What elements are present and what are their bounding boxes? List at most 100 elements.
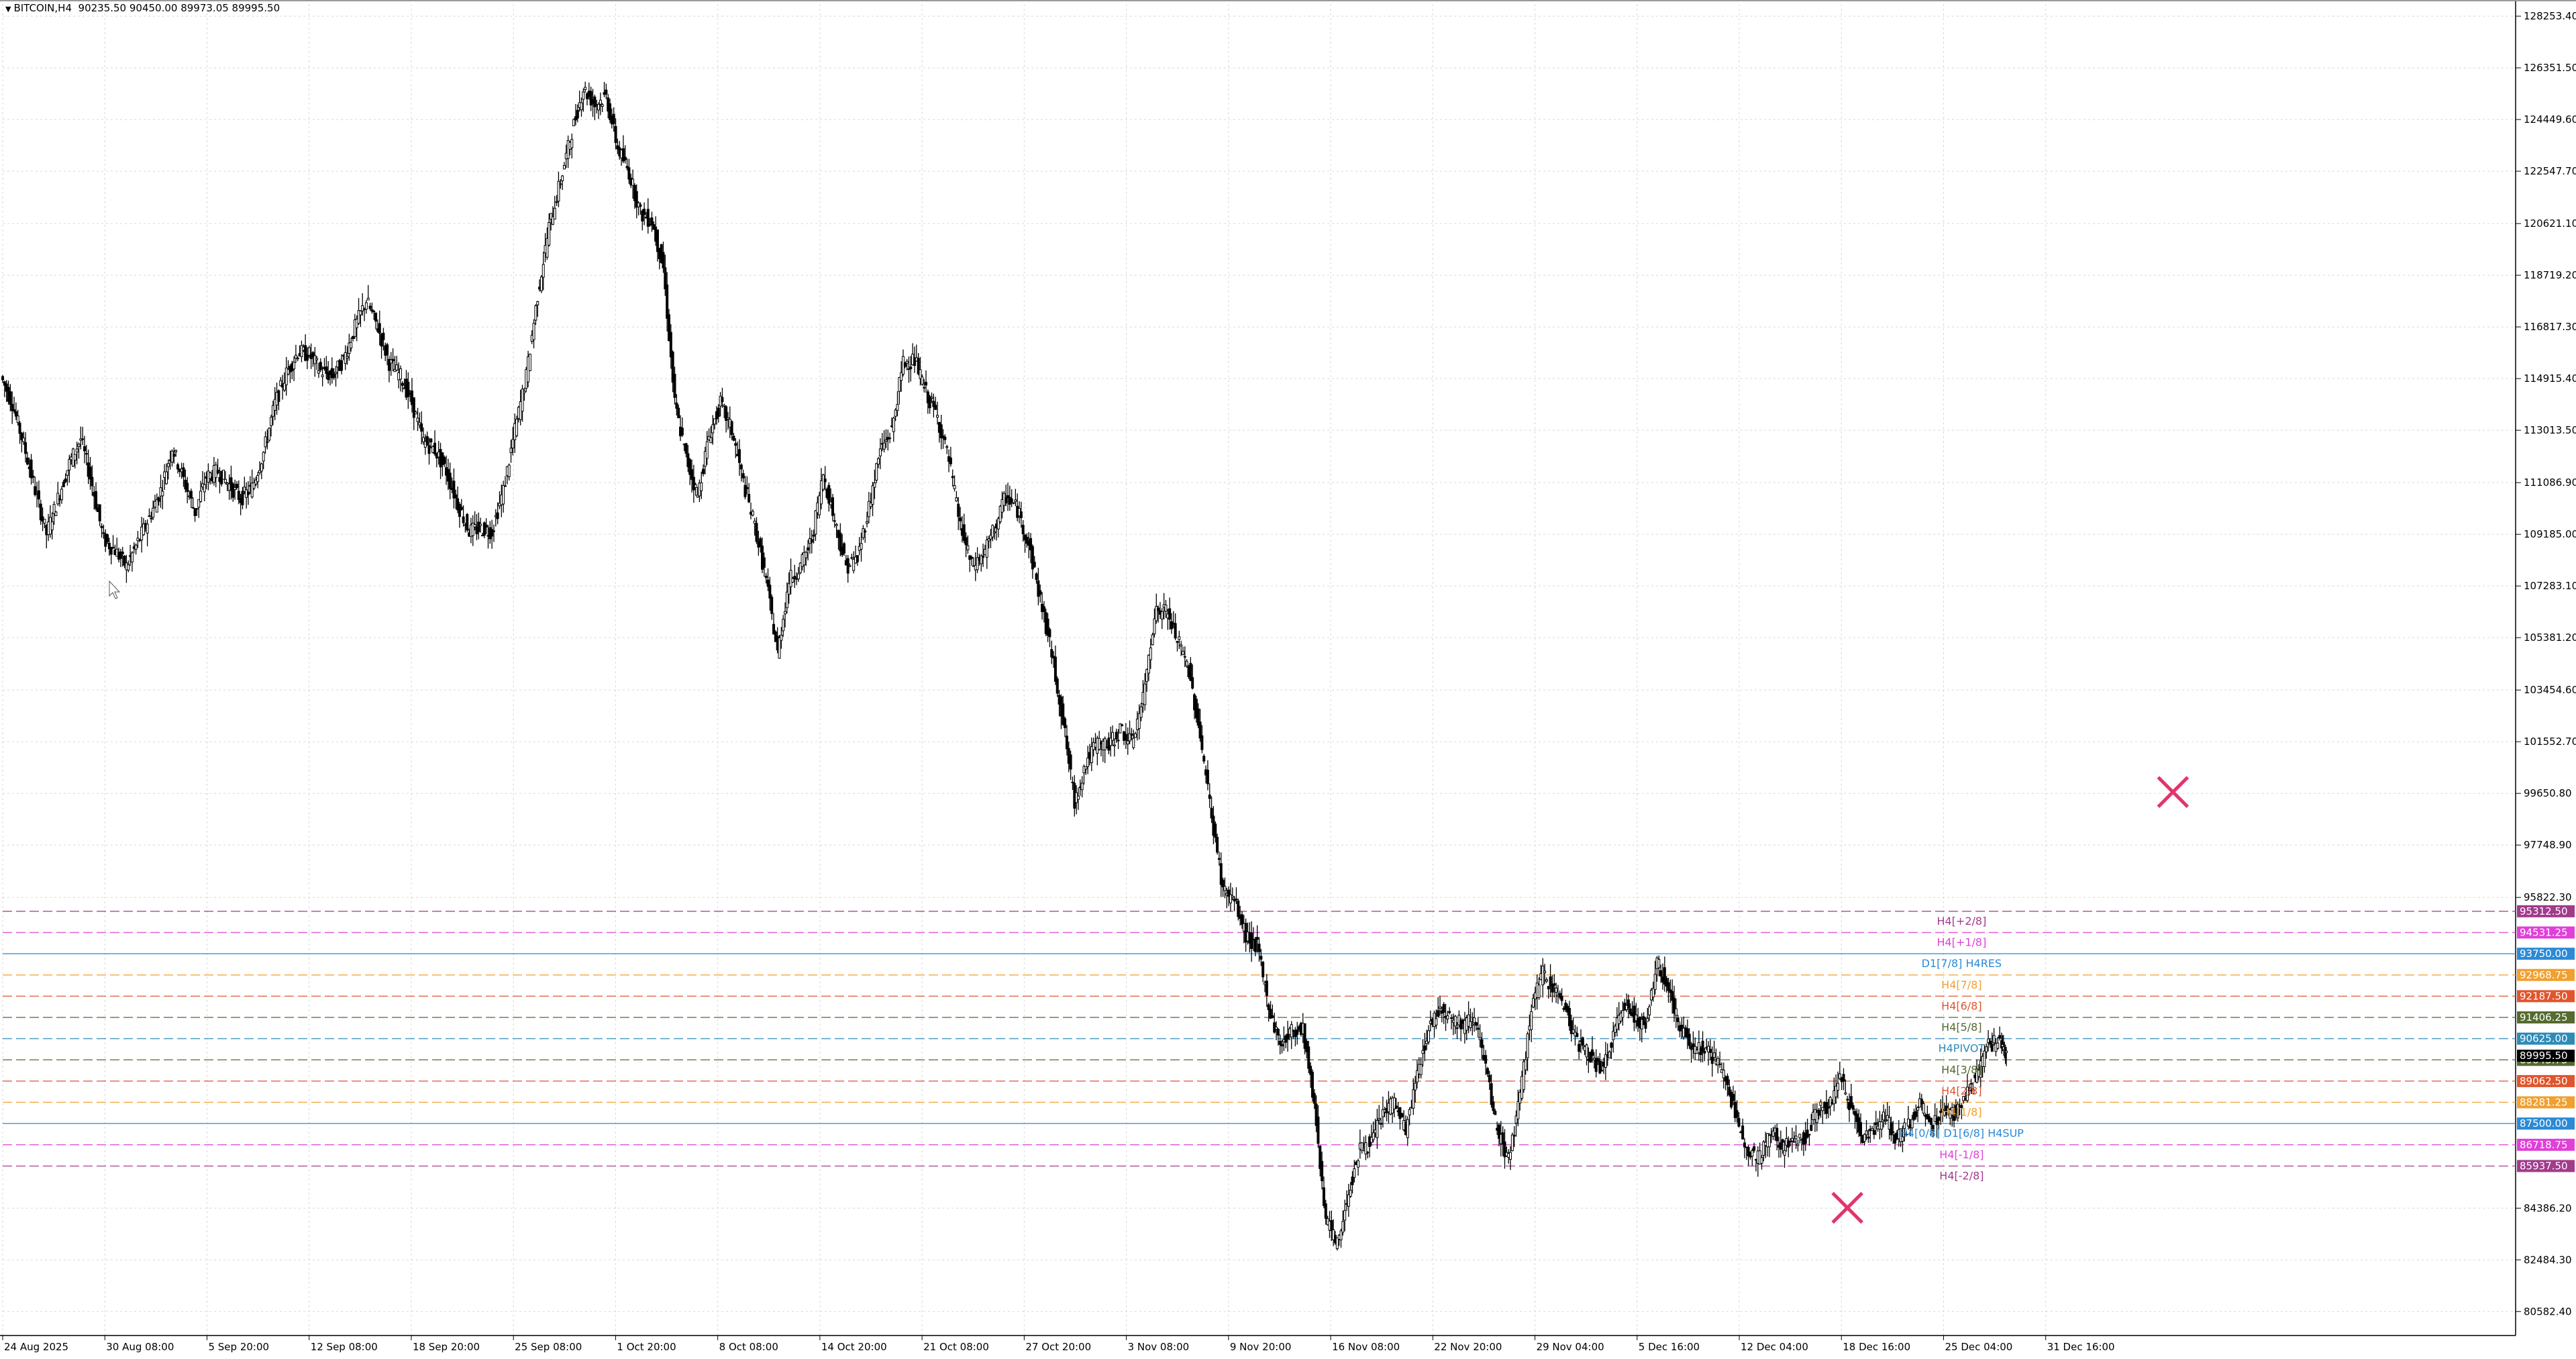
candle-body xyxy=(1794,1136,1798,1140)
candle-body xyxy=(1996,1042,2000,1049)
x-tick-label: 8 Oct 08:00 xyxy=(719,1341,778,1353)
candle-body xyxy=(157,497,160,502)
candle-body xyxy=(1960,1105,1963,1108)
candle-body xyxy=(896,404,899,411)
candle-body xyxy=(317,370,320,374)
candle-body xyxy=(666,284,669,319)
dropdown-arrow-icon[interactable]: ▼ xyxy=(5,5,11,13)
candle-body xyxy=(223,479,227,483)
candle-body xyxy=(959,517,962,521)
candle-body xyxy=(680,427,684,436)
candle-body xyxy=(907,368,911,370)
candle-body xyxy=(739,464,743,470)
candle-body xyxy=(1610,1042,1613,1048)
level-price-text: 93750.00 xyxy=(2520,948,2568,960)
candle-body xyxy=(1608,1051,1611,1059)
candle-body xyxy=(1471,1023,1474,1026)
candle-body xyxy=(164,471,168,485)
level-price-tag xyxy=(2517,1011,2575,1024)
candle-body xyxy=(507,464,511,477)
candle-body xyxy=(1676,1017,1680,1022)
candle-body xyxy=(1790,1138,1794,1142)
candle-body xyxy=(1741,1125,1745,1140)
candle-body xyxy=(996,518,1000,530)
candle-body xyxy=(1680,1024,1684,1029)
candle-body xyxy=(831,497,834,516)
candle-body xyxy=(673,374,676,398)
candle-body xyxy=(1196,708,1200,726)
candle-body xyxy=(1378,1118,1381,1121)
candle-body xyxy=(1065,736,1068,750)
candle-body xyxy=(1278,1040,1282,1045)
candle-body xyxy=(998,505,1002,522)
candle-body xyxy=(1987,1038,1990,1043)
candle-body xyxy=(1103,738,1106,750)
candle-body xyxy=(407,381,410,397)
candle-body xyxy=(370,309,374,312)
candle-body xyxy=(1478,1037,1482,1040)
level-label: H4[3/8] xyxy=(1941,1063,1981,1076)
candle-body xyxy=(721,397,724,403)
x-tick-label: 1 Oct 20:00 xyxy=(617,1341,676,1353)
candle-body xyxy=(1160,611,1164,619)
candle-body xyxy=(1439,1006,1442,1009)
candle-body xyxy=(1560,995,1563,1001)
candle-body xyxy=(395,364,399,371)
candle-body xyxy=(1998,1035,2002,1039)
candle-body xyxy=(1497,1124,1500,1139)
candle-body xyxy=(1437,1010,1440,1017)
candle-body xyxy=(174,450,178,452)
ohlc-values: 90235.50 90450.00 89973.05 89995.50 xyxy=(78,2,280,14)
candle-body xyxy=(1663,967,1666,985)
level-price-tag xyxy=(2517,926,2575,939)
candle-body xyxy=(1783,1150,1786,1156)
candle-body xyxy=(73,454,76,461)
candle-body xyxy=(980,555,983,564)
y-tick-label: 97748.90 xyxy=(2524,839,2572,851)
candle-body xyxy=(1084,766,1088,770)
candle-body xyxy=(262,452,265,462)
candle-body xyxy=(1578,1044,1581,1052)
candle-body xyxy=(1796,1144,1800,1146)
candle-body xyxy=(694,484,697,488)
candle-body xyxy=(1050,649,1053,658)
candle-body xyxy=(414,411,417,415)
candle-body xyxy=(627,167,631,180)
candle-body xyxy=(1450,1017,1453,1019)
candle-body xyxy=(1838,1073,1841,1079)
x-tick-label: 9 Nov 20:00 xyxy=(1230,1341,1292,1353)
candle-body xyxy=(1753,1146,1756,1151)
candle-body xyxy=(671,352,674,383)
candle-body xyxy=(1307,1046,1310,1069)
candle-body xyxy=(1082,766,1086,774)
candle-body xyxy=(1381,1109,1384,1117)
candle-body xyxy=(1808,1134,1811,1136)
candle-body xyxy=(399,368,402,380)
candle-body xyxy=(1503,1141,1506,1158)
candle-body xyxy=(294,354,297,359)
candle-body xyxy=(13,409,16,412)
candle-body xyxy=(1806,1129,1809,1138)
candle-body xyxy=(599,99,602,105)
cursor-icon xyxy=(109,580,121,599)
candle-body xyxy=(723,405,726,407)
candle-body xyxy=(1541,965,1545,986)
candle-body xyxy=(305,354,309,361)
candle-body xyxy=(875,463,878,481)
candle-body xyxy=(1956,1103,1959,1119)
candle-body xyxy=(1033,562,1036,568)
candle-body xyxy=(1467,1014,1470,1027)
candle-body xyxy=(1697,1042,1700,1054)
candle-body xyxy=(1596,1058,1600,1062)
candle-body xyxy=(1510,1134,1514,1152)
candle-body xyxy=(1145,669,1149,683)
candle-body xyxy=(662,252,665,268)
candle-body xyxy=(1335,1238,1339,1250)
candle-body xyxy=(246,491,250,495)
candle-body xyxy=(709,437,713,444)
candle-body xyxy=(1037,580,1040,597)
candle-body xyxy=(1168,608,1172,620)
cross-marker-icon xyxy=(2157,776,2189,808)
